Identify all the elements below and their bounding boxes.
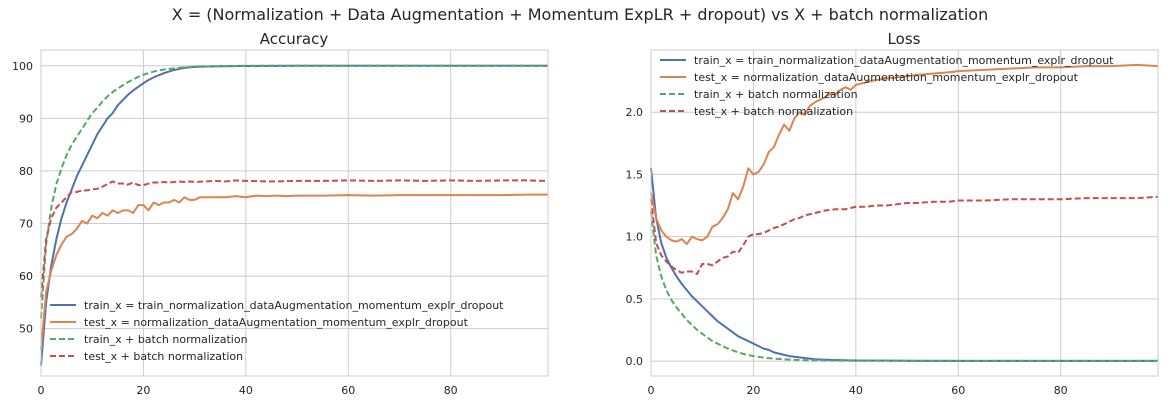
accuracy-x-tick-label: 0	[38, 384, 45, 397]
accuracy-y-tick-label: 90	[19, 112, 33, 125]
loss-y-tick-label: 0.0	[626, 355, 644, 368]
loss-x-tick-label: 20	[746, 384, 760, 397]
accuracy-series-line-2	[40, 193, 548, 350]
accuracy-x-tick-label: 40	[239, 384, 253, 397]
accuracy-y-tick-label: 70	[19, 218, 33, 231]
loss-x-tick-label: 80	[1054, 384, 1068, 397]
accuracy-legend-label-1: train_x = train_normalization_dataAugmen…	[84, 299, 504, 312]
loss-series	[650, 63, 1159, 362]
accuracy-y-tick-label: 100	[12, 60, 33, 73]
accuracy-series	[40, 64, 549, 366]
loss-chart: Loss 0 20 40 60 80 0.0 0.5 1.0 1.5 2.0 train_x = …	[626, 30, 1159, 397]
loss-plot-frame	[650, 49, 1159, 377]
accuracy-legend-label-4: test_x + batch normalization	[84, 350, 243, 363]
loss-series-line-2	[650, 63, 1159, 246]
figure-suptitle: X = (Normalization + Data Augmentation +…	[172, 5, 988, 24]
loss-y-tick-label: 0.5	[626, 293, 644, 306]
loss-legend-label-3: train_x + batch normalization	[694, 88, 858, 101]
accuracy-tick-labels: 0 20 40 60 80 50 60 70 80 90 100	[12, 60, 458, 397]
accuracy-chart: Accuracy 0 20 40 60 80 50 60 70 80 90 100 train_x …	[12, 30, 549, 397]
loss-x-tick-label: 60	[951, 384, 965, 397]
loss-legend: train_x = train_normalization_dataAugmen…	[660, 54, 1114, 118]
accuracy-legend-label-3: train_x + batch normalization	[84, 333, 248, 346]
accuracy-x-tick-label: 20	[136, 384, 150, 397]
accuracy-legend: train_x = train_normalization_dataAugmen…	[50, 299, 504, 363]
loss-series-line-1	[650, 168, 1158, 362]
loss-legend-label-4: test_x + batch normalization	[694, 105, 853, 118]
loss-series-line-3	[650, 211, 1158, 362]
loss-y-tick-label: 1.5	[626, 168, 644, 181]
accuracy-x-tick-label: 60	[341, 384, 355, 397]
loss-y-tick-label: 1.0	[626, 231, 644, 244]
loss-chart-title: Loss	[888, 30, 921, 48]
accuracy-y-tick-label: 80	[19, 165, 33, 178]
loss-series-line-4	[650, 195, 1159, 275]
loss-tick-labels: 0 20 40 60 80 0.0 0.5 1.0 1.5 2.0	[626, 106, 1068, 397]
loss-x-tick-label: 40	[849, 384, 863, 397]
accuracy-x-tick-label: 80	[444, 384, 458, 397]
accuracy-plot-frame	[40, 49, 549, 377]
accuracy-chart-title: Accuracy	[260, 30, 329, 48]
accuracy-legend-label-2: test_x = normalization_dataAugmentation_…	[84, 316, 469, 329]
loss-legend-label-1: train_x = train_normalization_dataAugmen…	[694, 54, 1114, 67]
accuracy-series-line-3	[40, 64, 548, 319]
loss-y-tick-label: 2.0	[626, 106, 644, 119]
loss-legend-label-2: test_x = normalization_dataAugmentation_…	[694, 71, 1079, 84]
loss-x-tick-label: 0	[648, 384, 655, 397]
accuracy-y-tick-label: 60	[19, 270, 33, 283]
accuracy-gridlines	[40, 50, 548, 376]
accuracy-series-line-4	[40, 179, 549, 298]
accuracy-y-tick-label: 50	[19, 323, 33, 336]
